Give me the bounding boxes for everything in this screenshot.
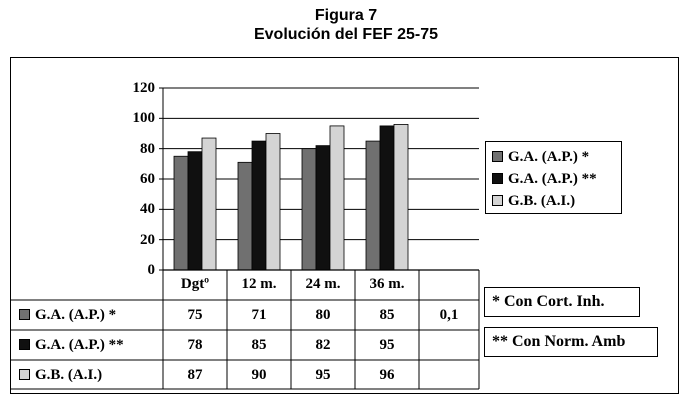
table-cell-value: 85 bbox=[251, 337, 267, 353]
bar-series-2-1 bbox=[251, 140, 267, 271]
legend-item-series-3: G.B. (A.I.) bbox=[492, 192, 575, 210]
table-swatch-series-1 bbox=[19, 309, 30, 320]
table-cell-value: 90 bbox=[251, 367, 267, 383]
table-row-label-text: G.A. (A.P.) * bbox=[35, 307, 117, 323]
table-cell-value: 80 bbox=[315, 307, 331, 323]
y-tick-label: 40 bbox=[140, 201, 155, 218]
table-cell-value: 85 bbox=[379, 307, 395, 323]
bar-series-3-2 bbox=[329, 125, 345, 271]
bar-series-2-0 bbox=[187, 151, 203, 271]
table-cell-value: 78 bbox=[187, 337, 203, 353]
note-cort-inh: * Con Cort. Inh. bbox=[484, 287, 640, 317]
y-tick-label: 120 bbox=[132, 80, 156, 96]
legend-label-series-1: G.A. (A.P.) * bbox=[508, 149, 590, 165]
legend-item-series-2: G.A. (A.P.) ** bbox=[492, 170, 597, 188]
bar-series-1-1 bbox=[237, 161, 253, 271]
legend-label-series-2: G.A. (A.P.) ** bbox=[508, 171, 597, 187]
bar-series-2-3 bbox=[379, 125, 395, 271]
table-row-label-text: G.A. (A.P.) ** bbox=[35, 337, 124, 353]
table-cell-value: 82 bbox=[315, 337, 331, 353]
table-row-label-text: G.B. (A.I.) bbox=[35, 367, 103, 383]
x-category-label: 24 m. bbox=[305, 276, 341, 292]
x-category-label: Dgtº bbox=[180, 276, 210, 292]
chart-frame: 0 20 40 60 80 100 120 Dgtº 12 m. 24 m. 36 m. G.A. (… bbox=[10, 57, 679, 394]
bar-series-1-3 bbox=[365, 140, 381, 271]
table-cell-value: 75 bbox=[187, 307, 203, 323]
table-swatch-series-3 bbox=[19, 369, 30, 380]
bar-series-1-2 bbox=[301, 148, 317, 271]
figure-number: Figura 7 bbox=[314, 7, 378, 24]
legend-swatch-series-1 bbox=[492, 151, 503, 162]
x-category-label: 36 m. bbox=[369, 276, 405, 292]
chart-plot bbox=[11, 87, 480, 390]
table-row-label-series-1: G.A. (A.P.) * bbox=[19, 300, 116, 330]
y-tick-label: 80 bbox=[140, 140, 155, 157]
legend-swatch-series-3 bbox=[492, 195, 503, 206]
bar-series-3-0 bbox=[201, 137, 217, 271]
table-cell-extra: 0,1 bbox=[439, 307, 459, 323]
table-cell-value: 87 bbox=[187, 367, 203, 383]
table-cell-value: 96 bbox=[379, 367, 395, 383]
table-cell-value: 95 bbox=[379, 337, 395, 353]
y-tick-label: 20 bbox=[140, 231, 155, 248]
bar-series-2-2 bbox=[315, 145, 331, 271]
legend-item-series-1: G.A. (A.P.) * bbox=[492, 148, 589, 166]
table-swatch-series-2 bbox=[19, 339, 30, 350]
table-cell-value: 95 bbox=[315, 367, 331, 383]
chart-legend: G.A. (A.P.) * G.A. (A.P.) ** G.B. (A.I.) bbox=[485, 141, 622, 214]
note-norm-amb: ** Con Norm. Amb bbox=[484, 327, 658, 357]
table-row-label-series-3: G.B. (A.I.) bbox=[19, 360, 102, 390]
x-category-label: 12 m. bbox=[241, 276, 277, 292]
y-tick-label: 60 bbox=[140, 171, 155, 187]
bar-series-3-3 bbox=[393, 124, 409, 271]
chart-title: Evolución del FEF 25-75 bbox=[253, 26, 439, 43]
legend-label-series-3: G.B. (A.I.) bbox=[508, 193, 576, 209]
legend-swatch-series-2 bbox=[492, 173, 503, 184]
table-row-label-series-2: G.A. (A.P.) ** bbox=[19, 330, 124, 360]
y-tick-label: 0 bbox=[147, 262, 156, 278]
bar-series-1-0 bbox=[173, 155, 189, 271]
table-cell-value: 71 bbox=[251, 307, 267, 323]
bar-series-3-1 bbox=[265, 133, 281, 271]
y-tick-label: 100 bbox=[132, 110, 156, 127]
